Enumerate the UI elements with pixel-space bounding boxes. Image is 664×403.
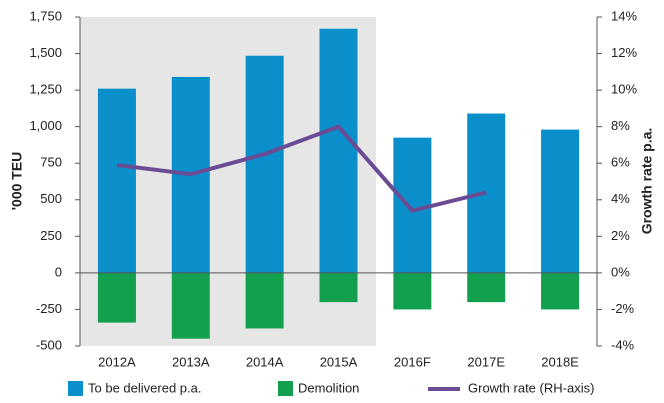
y-tick-label: 1,500: [29, 45, 62, 60]
y2-tick-label: -2%: [611, 301, 635, 316]
y-tick-label: -500: [36, 337, 62, 352]
bar: [97, 272, 136, 323]
bar: [467, 272, 506, 303]
y-tick-label: 250: [40, 228, 62, 243]
bar: [393, 137, 432, 273]
x-tick-label: 2014A: [246, 354, 284, 369]
legend-label: Growth rate (RH-axis): [468, 380, 594, 395]
y-tick-label: 1,750: [29, 8, 62, 23]
y-tick-label: 750: [40, 155, 62, 170]
y-tick-label: -250: [36, 301, 62, 316]
y2-tick-label: 6%: [611, 155, 630, 170]
y-axis-label: '000 TEU: [9, 152, 25, 211]
legend-swatch: [278, 381, 293, 396]
y2-tick-label: 2%: [611, 228, 630, 243]
bar: [541, 272, 580, 310]
bar: [97, 88, 136, 273]
x-tick-label: 2015A: [320, 354, 358, 369]
y2-tick-label: -4%: [611, 337, 635, 352]
bar: [171, 272, 210, 339]
bar: [245, 55, 284, 273]
x-tick-label: 2013A: [172, 354, 210, 369]
y-tick-label: 500: [40, 191, 62, 206]
bar: [319, 272, 358, 303]
y2-tick-label: 8%: [611, 118, 630, 133]
x-tick-label: 2018E: [541, 354, 579, 369]
legend-label: Demolition: [298, 380, 359, 395]
y2-tick-label: 0%: [611, 264, 630, 279]
bar: [541, 129, 580, 273]
y-tick-label: 1,250: [29, 82, 62, 97]
growth-line: [116, 124, 487, 213]
x-tick-label: 2012A: [98, 354, 136, 369]
y-tick-label: 0: [55, 264, 62, 279]
y2-tick-label: 12%: [611, 45, 637, 60]
y2-tick-label: 4%: [611, 191, 630, 206]
x-tick-label: 2016F: [394, 354, 431, 369]
y2-tick-label: 10%: [611, 82, 637, 97]
legend-swatch: [68, 381, 83, 396]
y2-axis-label: Growth rate p.a.: [639, 128, 655, 235]
bar: [245, 272, 284, 329]
bar: [319, 28, 358, 273]
bar: [393, 272, 432, 310]
y2-tick-label: 14%: [611, 8, 637, 23]
y-tick-label: 1,000: [29, 118, 62, 133]
legend-label: To be delivered p.a.: [88, 380, 201, 395]
x-tick-label: 2017E: [467, 354, 505, 369]
